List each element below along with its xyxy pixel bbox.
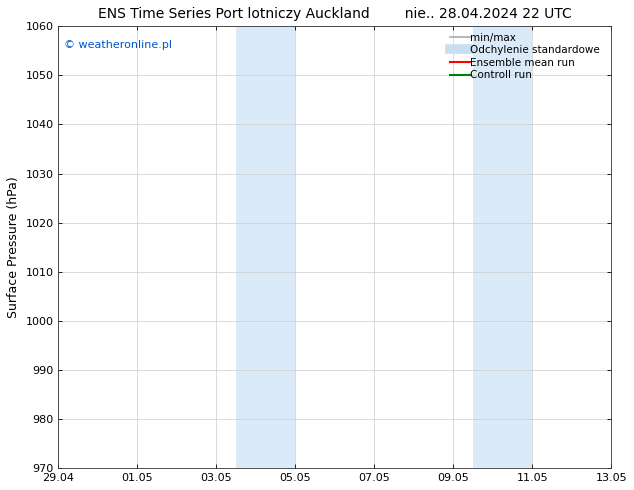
Y-axis label: Surface Pressure (hPa): Surface Pressure (hPa) xyxy=(7,176,20,318)
Bar xyxy=(473,26,533,468)
Bar xyxy=(236,26,295,468)
Title: ENS Time Series Port lotniczy Auckland        nie.. 28.04.2024 22 UTC: ENS Time Series Port lotniczy Auckland n… xyxy=(98,7,572,21)
Legend: min/max, Odchylenie standardowe, Ensemble mean run, Controll run: min/max, Odchylenie standardowe, Ensembl… xyxy=(446,28,609,84)
Text: © weatheronline.pl: © weatheronline.pl xyxy=(64,40,172,49)
